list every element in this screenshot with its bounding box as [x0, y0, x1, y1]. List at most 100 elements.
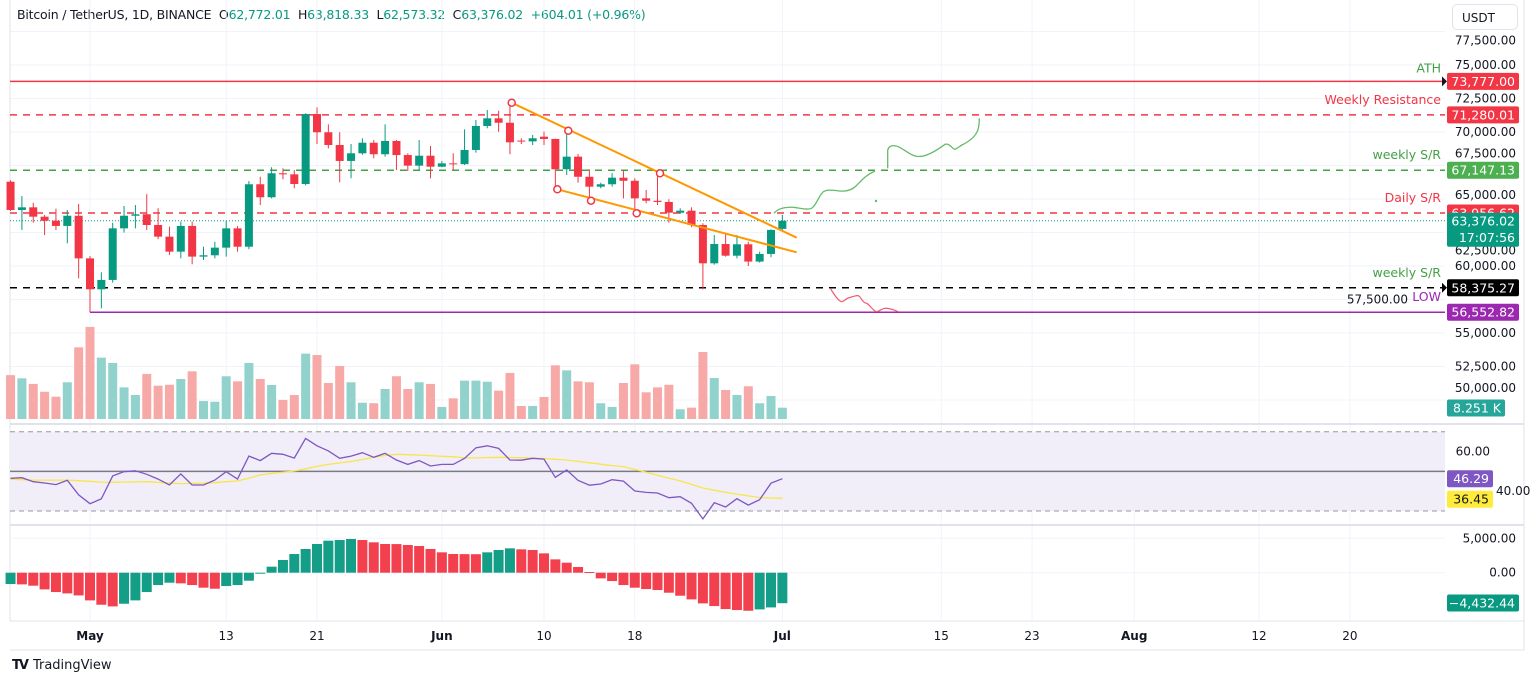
- macd-histogram: [5, 538, 788, 611]
- low-label: L: [376, 7, 384, 22]
- price-tick-label: 60,000.00: [1455, 259, 1516, 273]
- level-label: Weekly Resistance: [1325, 92, 1442, 107]
- candle-body: [17, 207, 26, 210]
- macd-bar: [289, 554, 300, 573]
- macd-bar: [709, 572, 720, 607]
- macd-bar: [312, 544, 322, 573]
- macd-bar: [85, 572, 95, 601]
- macd-tag-text: −4,432.44: [1449, 596, 1515, 611]
- volume-bar: [130, 395, 140, 419]
- drawings[interactable]: [507, 98, 980, 313]
- volume-bar: [698, 352, 708, 419]
- macd-bar: [5, 572, 16, 585]
- volume-bar: [28, 383, 38, 419]
- volume-bar: [391, 376, 401, 419]
- volume-bar: [471, 380, 481, 419]
- candle-body: [335, 144, 344, 161]
- candle-body: [585, 176, 594, 187]
- candle-body: [74, 215, 83, 259]
- macd-bar: [754, 572, 765, 610]
- time-tick-label: 23: [1024, 629, 1039, 643]
- candle-body: [301, 114, 310, 184]
- candle-body: [778, 220, 787, 229]
- high-label: H: [297, 7, 308, 22]
- price-tick-label: 75,000.00: [1455, 58, 1516, 72]
- bearish-projection-path[interactable]: [830, 288, 899, 313]
- macd-bar: [561, 562, 572, 573]
- candle-body: [505, 122, 514, 143]
- volume-bar: [335, 365, 345, 419]
- low-value: 62,573.32: [383, 7, 446, 22]
- candle-body: [415, 155, 424, 166]
- time-tick-label: Jun: [430, 629, 453, 643]
- level-label: ATH: [1416, 60, 1441, 75]
- macd-bar: [243, 572, 254, 581]
- volume-bar: [550, 365, 560, 419]
- macd-bar: [119, 572, 130, 604]
- macd-tag: [1447, 594, 1519, 612]
- volume-bar: [221, 376, 231, 419]
- candle-body: [154, 224, 163, 237]
- lower-trendline[interactable]: [557, 188, 797, 254]
- level-label: Daily S/R: [1385, 190, 1442, 205]
- level-label: LOW: [1412, 289, 1441, 304]
- macd-bar: [720, 572, 731, 610]
- time-tick-label: 18: [627, 629, 642, 643]
- candle-body: [755, 253, 764, 262]
- price-tick-label: 62,500.00: [1455, 244, 1516, 258]
- candle-body: [551, 138, 560, 170]
- macd-bar: [584, 572, 595, 574]
- macd-bar: [198, 572, 209, 588]
- candle-body: [358, 142, 367, 154]
- macd-bar: [652, 572, 663, 591]
- candle-body: [165, 236, 174, 252]
- candle-body: [460, 149, 469, 165]
- level-label: weekly S/R: [1372, 147, 1441, 162]
- volume-bar: [573, 381, 583, 419]
- bullish-projection-path[interactable]: [773, 170, 876, 214]
- candle-body: [244, 184, 253, 247]
- volume-bar: [96, 357, 106, 419]
- macd-bar: [96, 572, 107, 605]
- candle-body: [142, 214, 151, 225]
- volume-bar: [562, 370, 572, 419]
- volume-bar: [51, 396, 61, 419]
- level-price-tag-text: 58,375.27: [1451, 280, 1515, 295]
- volume-bar: [199, 401, 208, 419]
- price-tick-label: 67,500.00: [1455, 147, 1516, 161]
- volume-series: [6, 326, 787, 419]
- open-value: 62,772.01: [228, 7, 291, 22]
- macd-bar: [766, 572, 776, 608]
- level-price-tag: [1447, 303, 1519, 321]
- currency-button[interactable]: USDT: [1452, 4, 1518, 30]
- candle-body: [574, 156, 583, 177]
- candle-body: [210, 247, 219, 256]
- candle-body: [188, 225, 197, 257]
- macd-bar: [618, 572, 629, 586]
- macd-bar: [629, 572, 640, 588]
- candle-body: [86, 258, 94, 290]
- candle-body: [290, 174, 299, 184]
- axes[interactable]: 77,500.00 75,000.00 72,500.00 70,000.00 67,5…: [76, 34, 1530, 644]
- tradingview-logo-text: TradingView: [32, 658, 112, 673]
- macd-bar: [391, 544, 402, 573]
- level-price-tag-text: 73,777.00: [1451, 74, 1515, 89]
- upper-trendline[interactable]: [511, 101, 798, 239]
- volume-bar: [460, 380, 470, 419]
- macd-bar: [368, 542, 379, 573]
- candle-body: [222, 228, 231, 248]
- macd-bar: [402, 545, 413, 573]
- candle-body: [744, 244, 753, 262]
- tradingview-logo[interactable]: TV TradingView: [12, 658, 111, 673]
- volume-bar: [346, 382, 356, 419]
- touch-point-marker: [564, 126, 573, 135]
- candle-body: [6, 181, 15, 210]
- volume-bar: [426, 383, 435, 419]
- bullish-projection-path-2[interactable]: [887, 118, 980, 169]
- candle-body: [267, 173, 276, 198]
- macd-bar: [425, 548, 436, 573]
- candle-body: [40, 216, 49, 221]
- macd-bar: [141, 572, 152, 593]
- candle-body: [347, 153, 356, 161]
